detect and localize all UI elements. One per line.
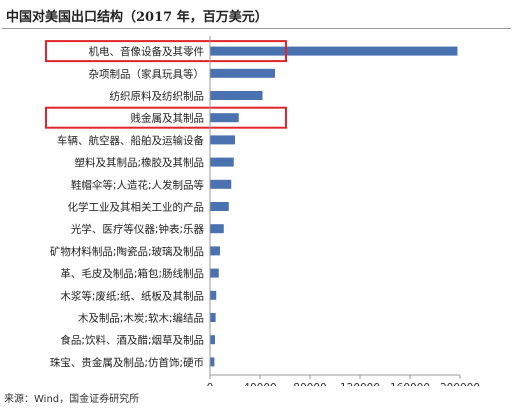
bar <box>210 246 220 256</box>
category-label: 贱金属及其制品 <box>131 112 205 125</box>
x-tick-label: 80000 <box>293 382 326 386</box>
bar <box>210 46 458 56</box>
highlight-box <box>45 40 287 63</box>
bar <box>210 224 224 234</box>
bar <box>210 179 232 189</box>
bar <box>210 268 219 278</box>
bar <box>210 113 239 123</box>
category-label: 机电、音像设备及其零件 <box>89 45 205 58</box>
bar <box>210 313 216 322</box>
bar <box>210 135 235 145</box>
source-note: 来源：Wind，国金证券研究所 <box>4 394 140 405</box>
category-label: 木浆等;废纸;纸、纸板及其制品 <box>60 289 204 302</box>
category-label: 光学、医疗等仪器;钟表;乐器 <box>71 223 205 236</box>
x-tick-label: 160000 <box>390 382 430 386</box>
category-label: 食品;饮料、酒及醋;烟草及制品 <box>60 334 204 347</box>
category-label: 矿物材料制品;陶瓷品;玻璃及制品 <box>50 245 204 258</box>
bar <box>210 290 217 300</box>
category-label: 化学工业及其相关工业的产品 <box>68 201 205 214</box>
category-label: 纺织原料及纺织制品 <box>110 90 205 103</box>
category-label: 木及制品;木炭;软木;编结品 <box>78 312 204 325</box>
category-label: 车辆、航空器、船舶及运输设备 <box>57 134 204 147</box>
x-tick-label: 120000 <box>340 382 380 386</box>
highlight-box <box>45 106 287 129</box>
bar <box>210 335 215 345</box>
bar <box>210 202 229 211</box>
category-label: 杂项制品（家具玩具等） <box>89 67 205 80</box>
chart-frame <box>2 28 511 384</box>
x-tick-label: 200000 <box>440 382 480 386</box>
chart-title: 中国对美国出口结构（2017 年，百万美元） <box>6 10 268 25</box>
bar <box>210 357 215 367</box>
bar <box>210 68 275 78</box>
category-label: 革、毛皮及制品;箱包;肠线制品 <box>60 267 204 280</box>
x-tick-label: 40000 <box>243 382 276 386</box>
category-label: 鞋帽伞等;人造花;人发制品等 <box>71 178 205 191</box>
x-tick-label: 0 <box>207 382 214 386</box>
category-label: 塑料及其制品;橡胶及其制品 <box>74 156 204 169</box>
bar <box>210 91 263 100</box>
bar <box>210 157 234 167</box>
category-label: 珠宝、贵金属及制品;仿首饰;硬币 <box>50 356 204 369</box>
